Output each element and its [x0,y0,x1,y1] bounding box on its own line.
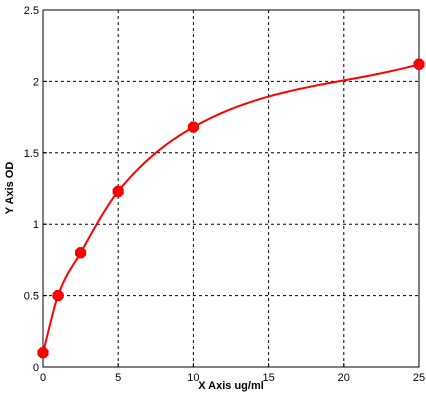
data-point [187,121,199,133]
plot-area [43,10,419,367]
x-tick-label: 0 [40,372,46,384]
y-tick-label: 0.5 [24,291,39,303]
data-point [37,347,49,359]
grid-lines [43,10,419,367]
y-tick-label: 2 [33,76,39,88]
y-tick-labels: 0 0.5 1 1.5 2 2.5 [24,5,39,374]
data-point [52,290,64,302]
x-axis-title: X Axis ug/ml [198,380,264,392]
data-point [413,58,425,70]
y-tick-label: 0 [33,362,39,374]
x-tick-label: 20 [338,372,350,384]
data-point [75,247,87,259]
x-tick-label: 10 [187,372,199,384]
fit-curve [42,63,420,353]
y-tick-label: 2.5 [24,5,39,17]
y-tick-label: 1 [33,219,39,231]
x-tick-label: 5 [115,372,121,384]
plot-frame [42,9,420,368]
x-tick-label: 25 [413,372,425,384]
y-tick-label: 1.5 [24,148,39,160]
x-tick-labels: 0 5 10 15 20 25 [40,372,425,384]
axis-ticks [42,9,420,368]
y-axis-title: Y Axis OD [4,162,16,215]
x-tick-label: 15 [262,372,274,384]
data-points [37,58,425,359]
data-point [112,185,124,197]
